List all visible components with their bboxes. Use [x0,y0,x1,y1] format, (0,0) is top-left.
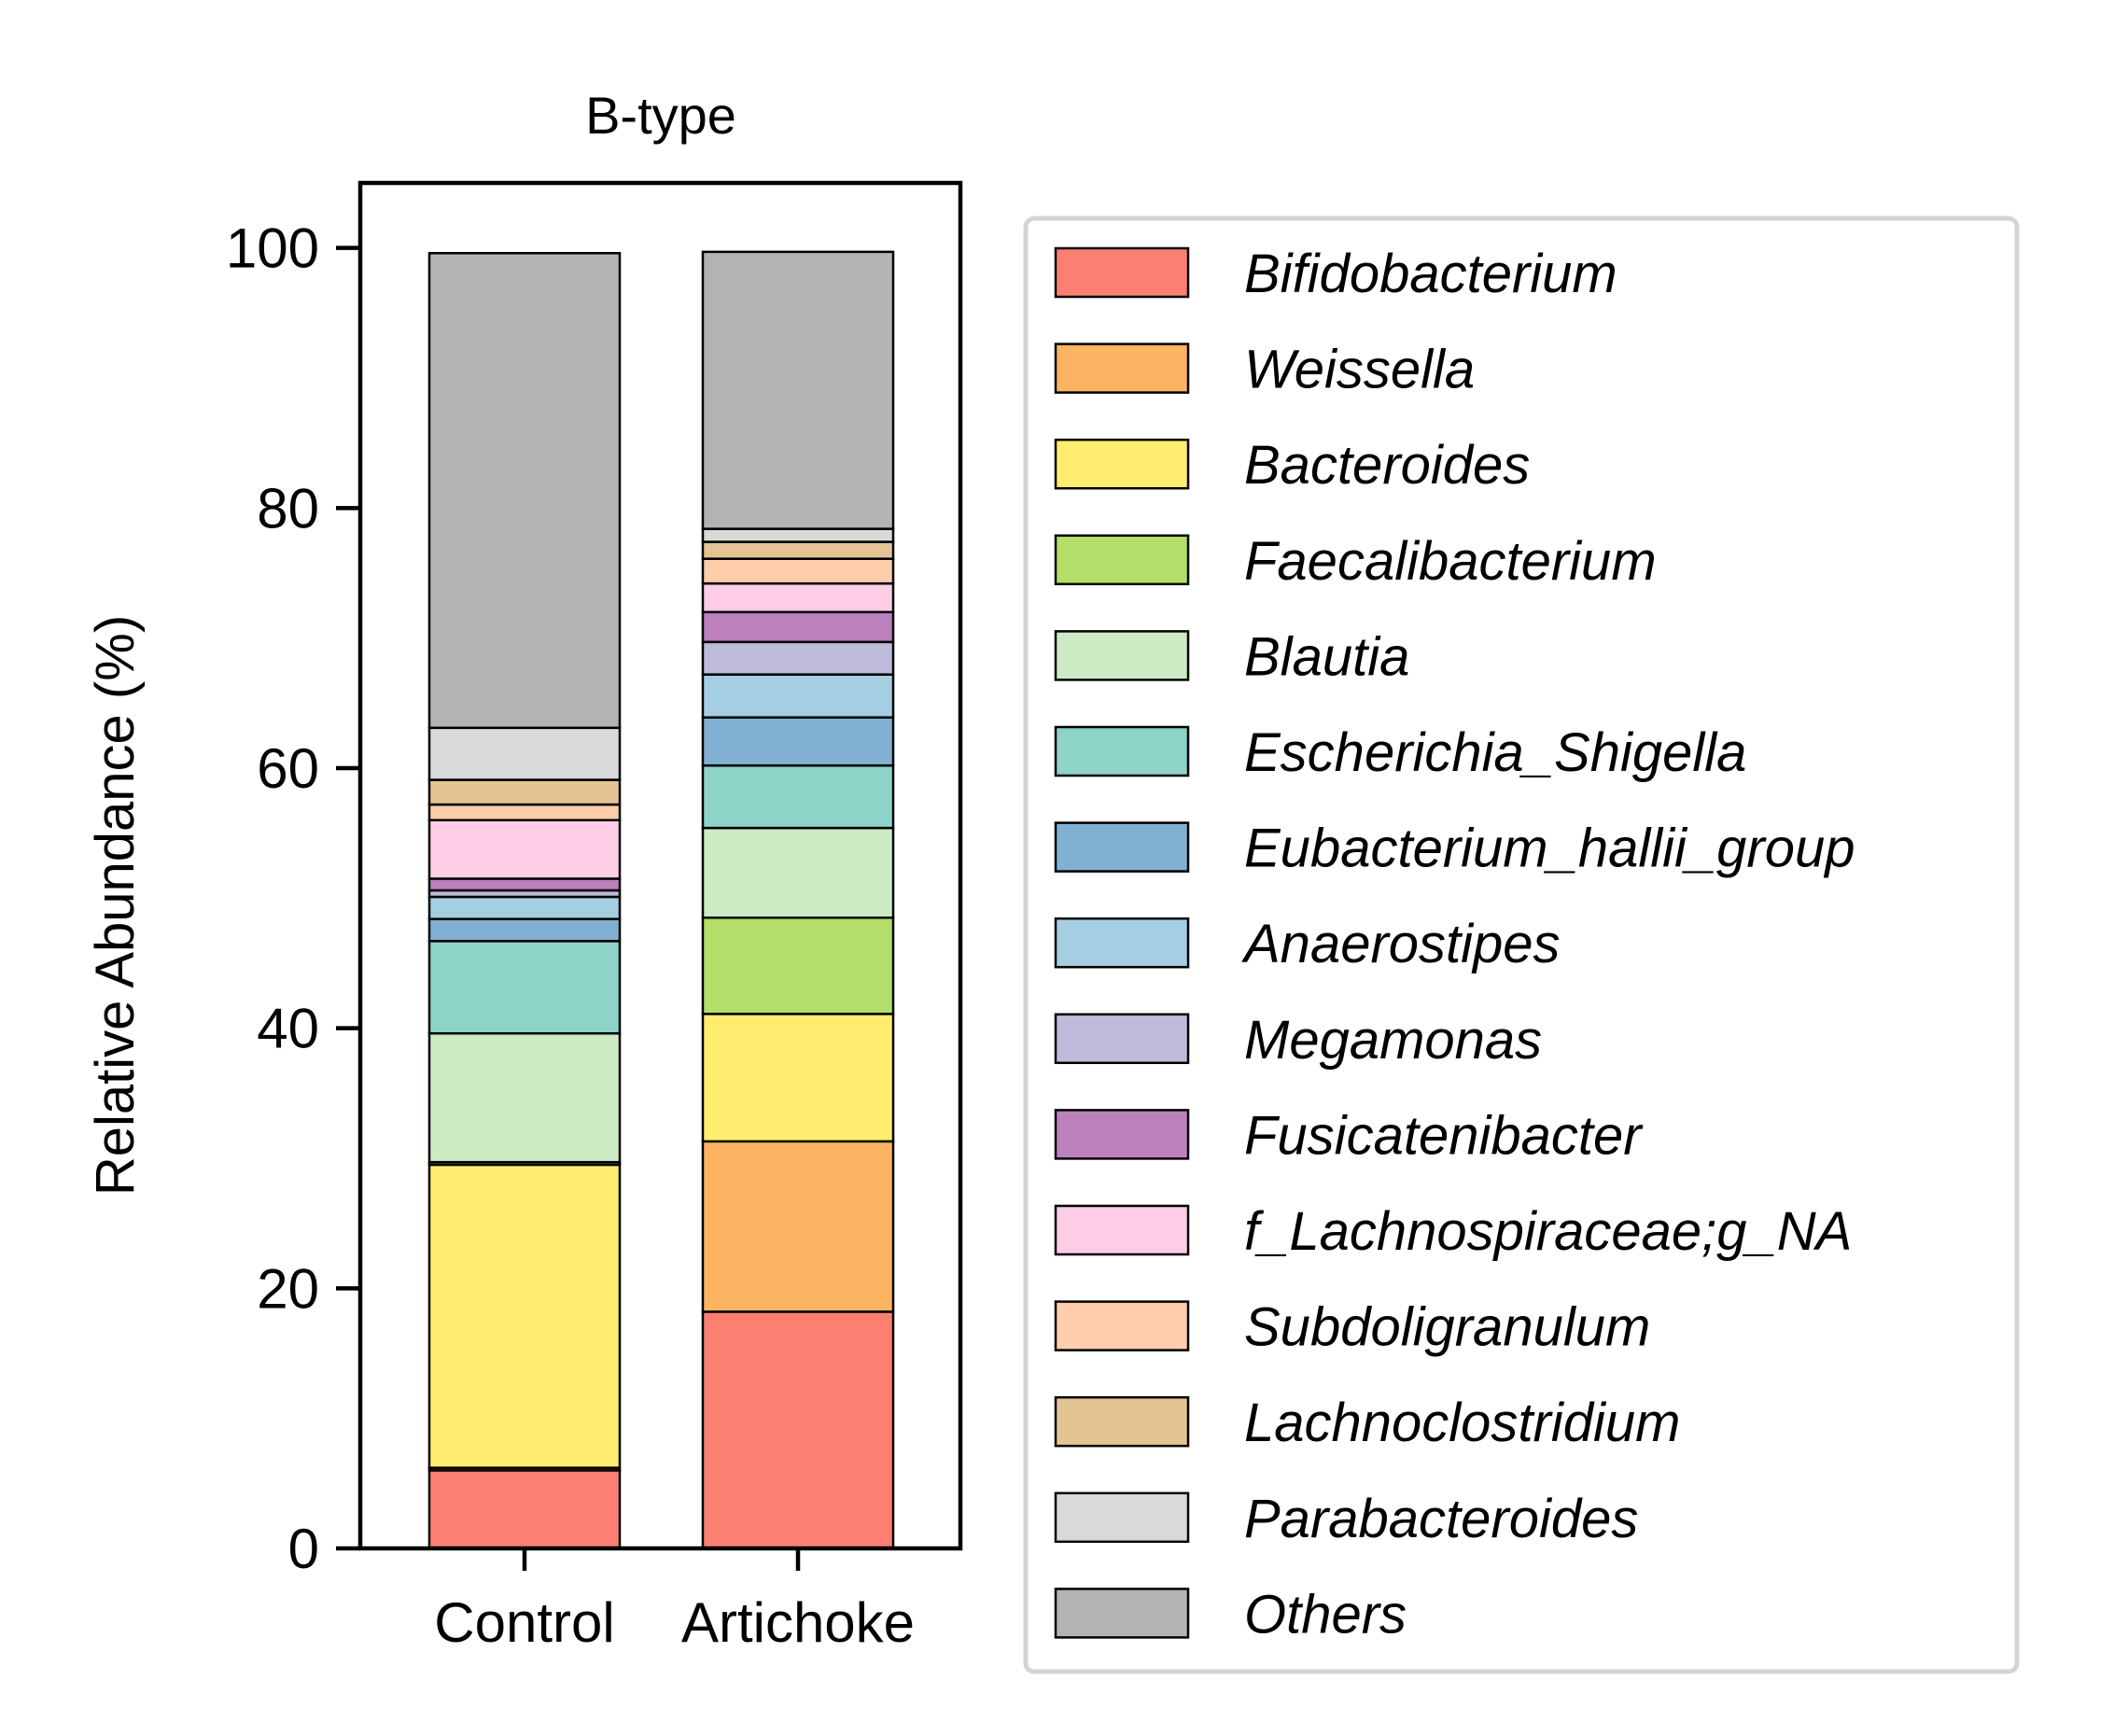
bar-segment-artichoke-blautia [701,826,895,919]
x-tick-label: Control [434,1591,614,1654]
bar-segment-control-bifidobacterium [427,1469,622,1550]
bar-segment-control-escherichia-shigella [427,940,622,1035]
bar-segment-artichoke-f-lachnospiraceae-g-na [701,581,895,614]
y-tick-label: 100 [226,217,319,280]
legend-label: Anaerostipes [1241,914,1561,974]
legend-item-eubacterium-hallii-group: Eubacterium_hallii_group [1054,819,1855,879]
legend-item-subdoligranulum: Subdoligranulum [1054,1297,1650,1358]
legend-label: Bifidobacterium [1244,244,1617,304]
y-axis: 0 20 40 60 80 100 [226,217,360,1580]
legend-swatch [1054,917,1190,969]
y-axis-label: Relative Abundance (%) [85,615,146,1196]
legend-item-f-lachnospiraceae-g-na: f_Lachnospiraceae;g_NA [1054,1201,1852,1262]
bar-segment-artichoke-eubacterium-hallii-group [701,716,895,767]
bar-segment-artichoke-faecalibacterium [701,916,895,1015]
bar-stack-control [427,251,622,1550]
legend-items: Bifidobacterium Weissella Bacteroides Faeca… [1054,244,1855,1645]
legend-item-faecalibacterium: Faecalibacterium [1054,531,1657,592]
legend-label: Fusicatenibacter [1244,1105,1644,1166]
bar-stack-artichoke [701,250,895,1550]
bar-segment-control-anaerostipes [427,895,622,920]
legend-label: Parabacteroides [1244,1489,1638,1549]
legend-item-megamonas: Megamonas [1054,1010,1542,1071]
legend-swatch [1054,1013,1190,1065]
bar-segment-artichoke-lachnoclostridium [701,540,895,560]
bar-segment-artichoke-subdoligranulum [701,557,895,585]
bar-segment-artichoke-escherichia-shigella [701,763,895,830]
legend-swatch [1054,246,1190,299]
x-tick-label: Artichoke [681,1591,915,1654]
legend-label: Others [1244,1584,1407,1645]
bar-segment-artichoke-fusicatenibacter [701,610,895,644]
legend-swatch [1054,821,1190,873]
legend-frame [1023,216,2020,1674]
legend-item-blautia: Blautia [1054,626,1409,687]
legend-item-fusicatenibacter: Fusicatenibacter [1054,1105,1644,1166]
bar-segment-artichoke-parabacteroides [701,527,895,543]
y-tick-label: 60 [257,737,319,800]
legend-item-weissella: Weissella [1054,340,1475,400]
bar-segment-control-fusicatenibacter [427,877,622,892]
bars-group [427,250,895,1550]
legend-label: Escherichia_Shigella [1244,722,1746,783]
legend-label: Blautia [1244,626,1409,687]
legend-swatch [1054,1491,1190,1544]
bar-segment-control-blautia [427,1031,622,1164]
legend-swatch [1054,725,1190,777]
legend-item-escherichia-shigella: Escherichia_Shigella [1054,722,1746,783]
legend-swatch [1054,438,1190,490]
legend-label: Subdoligranulum [1244,1297,1650,1358]
legend-swatch [1054,1588,1190,1639]
x-axis: Control Artichoke [434,1548,915,1654]
legend-swatch [1054,534,1190,586]
bar-segment-control-lachnoclostridium [427,778,622,806]
legend-swatch [1054,343,1190,394]
legend-swatch [1054,1204,1190,1256]
legend-label: Weissella [1244,340,1475,400]
legend-item-bacteroides: Bacteroides [1054,435,1530,496]
bar-segment-artichoke-anaerostipes [701,673,895,719]
y-tick-label: 20 [257,1257,319,1320]
legend-item-anaerostipes: Anaerostipes [1054,914,1561,974]
bar-segment-control-subdoligranulum [427,803,622,821]
bar-segment-artichoke-bifidobacterium [701,1310,895,1550]
legend-item-others: Others [1054,1584,1407,1645]
bar-segment-artichoke-megamonas [701,640,895,676]
legend: Bifidobacterium Weissella Bacteroides Faeca… [1023,216,2020,1674]
chart-title: B-type [585,86,736,145]
plot-frame [357,180,963,1551]
bar-segment-control-f-lachnospiraceae-g-na [427,819,622,880]
bar-segment-control-others [427,251,622,730]
legend-label: Megamonas [1244,1010,1542,1071]
bar-segment-artichoke-weissella [701,1140,895,1313]
bar-segment-control-eubacterium-hallii-group [427,917,622,943]
legend-label: Lachnoclostridium [1244,1393,1680,1453]
legend-label: Bacteroides [1244,435,1530,496]
bar-segment-control-bacteroides [427,1163,622,1469]
y-tick-label: 0 [288,1518,319,1580]
legend-swatch [1054,1300,1190,1351]
legend-swatch [1054,630,1190,681]
legend-label: Faecalibacterium [1244,531,1657,592]
bar-segment-artichoke-others [701,250,895,530]
bar-segment-artichoke-bacteroides [701,1013,895,1143]
legend-swatch [1054,1395,1190,1448]
legend-item-lachnoclostridium: Lachnoclostridium [1054,1393,1680,1453]
legend-item-bifidobacterium: Bifidobacterium [1054,244,1617,304]
legend-label: f_Lachnospiraceae;g_NA [1244,1201,1852,1262]
y-tick-label: 40 [257,998,319,1060]
y-tick-label: 80 [257,477,319,539]
legend-swatch [1054,1109,1190,1160]
legend-item-parabacteroides: Parabacteroides [1054,1489,1638,1549]
legend-label: Eubacterium_hallii_group [1244,819,1855,879]
bar-segment-control-parabacteroides [427,726,622,781]
